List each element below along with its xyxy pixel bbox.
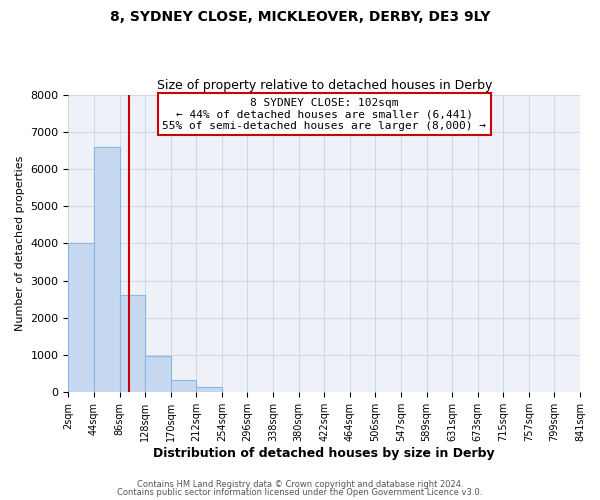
Title: Size of property relative to detached houses in Derby: Size of property relative to detached ho… [157,79,492,92]
Text: Contains public sector information licensed under the Open Government Licence v3: Contains public sector information licen… [118,488,482,497]
Y-axis label: Number of detached properties: Number of detached properties [15,156,25,331]
Text: Contains HM Land Registry data © Crown copyright and database right 2024.: Contains HM Land Registry data © Crown c… [137,480,463,489]
Text: 8 SYDNEY CLOSE: 102sqm
← 44% of detached houses are smaller (6,441)
55% of semi-: 8 SYDNEY CLOSE: 102sqm ← 44% of detached… [162,98,486,130]
Bar [94,146,119,392]
Bar [196,388,222,392]
Bar [68,244,94,392]
Bar [145,356,171,392]
Bar [171,380,196,392]
X-axis label: Distribution of detached houses by size in Derby: Distribution of detached houses by size … [154,447,495,460]
Bar [119,296,145,392]
Text: 8, SYDNEY CLOSE, MICKLEOVER, DERBY, DE3 9LY: 8, SYDNEY CLOSE, MICKLEOVER, DERBY, DE3 … [110,10,490,24]
